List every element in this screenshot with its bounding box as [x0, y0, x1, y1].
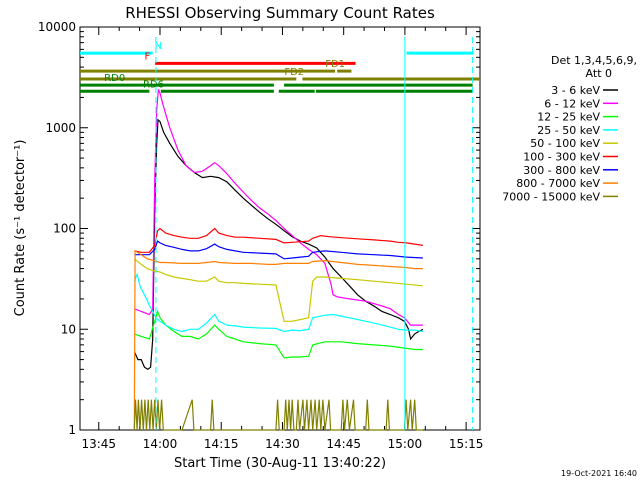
- x-tick-label: 15:00: [388, 437, 423, 451]
- y-tick-label: 1: [68, 423, 76, 437]
- series-line-100-300-kev: [134, 227, 423, 253]
- legend-label: 300 - 800 keV: [523, 164, 600, 177]
- plot-frame: [79, 26, 481, 431]
- x-tick-label: 14:15: [204, 437, 239, 451]
- legend-label: 12 - 25 keV: [537, 111, 600, 124]
- y-tick-label: 10: [61, 322, 76, 336]
- status-bars: NF FD1 FD2 RD0 RD6: [80, 41, 480, 93]
- legend-label: 3 - 6 keV: [551, 84, 600, 97]
- legend-header-line-1: Det 1,3,4,5,6,9,: [551, 54, 637, 67]
- status-bar-label: N: [155, 41, 162, 52]
- series-line-25-50-kev: [133, 272, 424, 333]
- y-tick-label: 1000: [45, 121, 76, 135]
- series-layer: [133, 89, 424, 431]
- y-axis-title: Count Rate (s⁻¹ detector⁻¹): [13, 140, 28, 317]
- status-bar-label: RD0: [104, 73, 125, 84]
- status-bar-label: FD1: [325, 59, 345, 70]
- status-bar-label: FD2: [284, 67, 304, 78]
- y-tick-label: 10000: [38, 20, 76, 34]
- series-line-3-6-kev: [133, 118, 424, 371]
- status-bar-label: RD6: [143, 79, 164, 90]
- vertical-markers: [155, 37, 474, 430]
- series-line-6-12-kev: [134, 89, 423, 326]
- x-tick-label: 15:15: [449, 437, 484, 451]
- series-line-7000-15000-kev: [133, 399, 423, 431]
- y-tick-label: 100: [53, 222, 76, 236]
- legend-label: 50 - 100 keV: [530, 137, 600, 150]
- footer-timestamp: 19-Oct-2021 16:40: [561, 469, 637, 478]
- legend-label: 6 - 12 keV: [544, 97, 600, 110]
- legend-label: 25 - 50 keV: [537, 124, 600, 137]
- x-tick-label: 14:30: [265, 437, 300, 451]
- legend-label: 800 - 7000 keV: [516, 177, 600, 190]
- legend-label: 100 - 300 keV: [523, 151, 600, 164]
- x-tick-label: 13:45: [81, 437, 116, 451]
- x-tick-label: 14:45: [326, 437, 361, 451]
- series-line-50-100-kev: [133, 258, 423, 322]
- series-line-300-800-kev: [134, 240, 423, 260]
- legend-header-line-2: Att 0: [586, 67, 612, 80]
- series-line-800-7000-kev: [133, 249, 423, 431]
- chart-title: RHESSI Observing Summary Count Rates: [125, 4, 435, 22]
- x-tick-label: 14:00: [143, 437, 178, 451]
- legend-label: 7000 - 15000 keV: [502, 190, 600, 203]
- status-bar-label: F: [144, 51, 150, 62]
- series-line-12-25-kev: [134, 309, 423, 359]
- x-axis-title: Start Time (30-Aug-11 13:40:22): [174, 456, 386, 471]
